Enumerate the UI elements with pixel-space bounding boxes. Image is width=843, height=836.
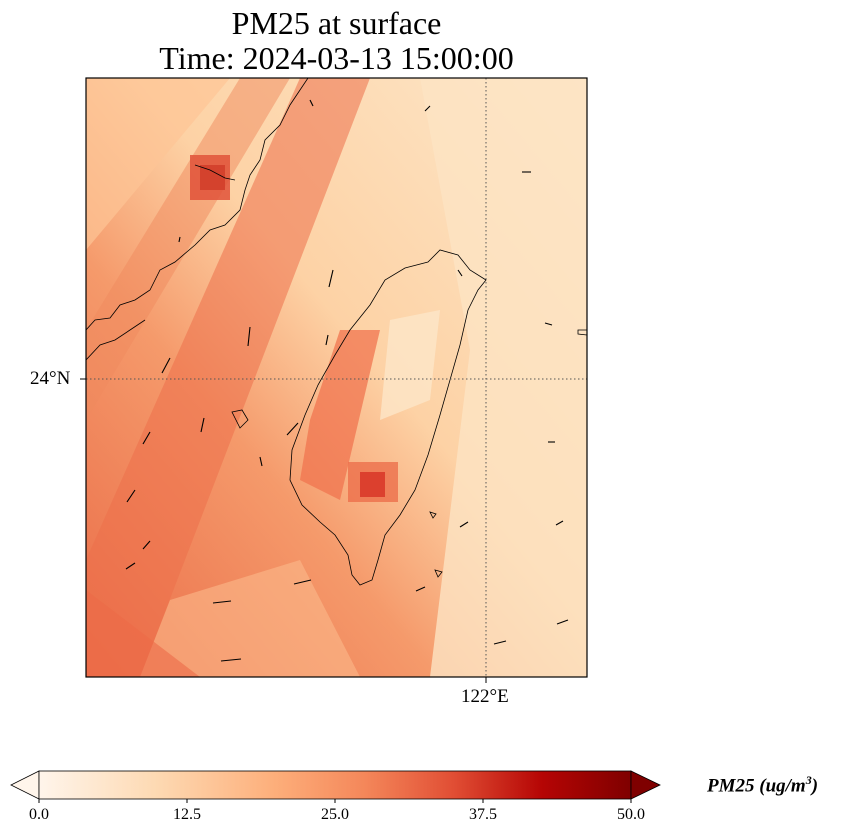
gridlines — [86, 78, 587, 677]
map-frame — [85, 77, 588, 678]
taiwan-coastline — [289, 249, 487, 586]
colorbar-max-extend — [630, 770, 661, 800]
colorbar-tick-label: 0.0 — [29, 806, 49, 823]
lon-tick-label: 122°E — [461, 686, 509, 707]
lat-tick-label: 24°N — [30, 368, 71, 389]
colorbar — [10, 770, 661, 803]
colorbar-tick-label: 12.5 — [173, 806, 201, 823]
colorbar-tick-label: 50.0 — [617, 806, 645, 823]
colorbar-label-close: ) — [811, 775, 819, 797]
wind-vectors — [125, 99, 569, 662]
colorbar-tick-label: 37.5 — [469, 806, 497, 823]
colorbar-label: PM25 (ug/m3) — [707, 773, 818, 797]
pm25-field — [86, 78, 587, 677]
colorbar-label-text: PM25 (ug/m — [707, 775, 806, 797]
colorbar-gradient — [38, 770, 632, 800]
coastlines — [86, 78, 587, 586]
map-title-line2: Time: 2024-03-13 15:00:00 — [159, 40, 514, 76]
colorbar-tick-label: 25.0 — [321, 806, 349, 823]
map-title-line1: PM25 at surface — [231, 5, 442, 41]
colorbar-min-extend — [10, 770, 40, 800]
colorbar-label-exponent: 3 — [805, 773, 812, 787]
china-coastline — [86, 78, 309, 331]
